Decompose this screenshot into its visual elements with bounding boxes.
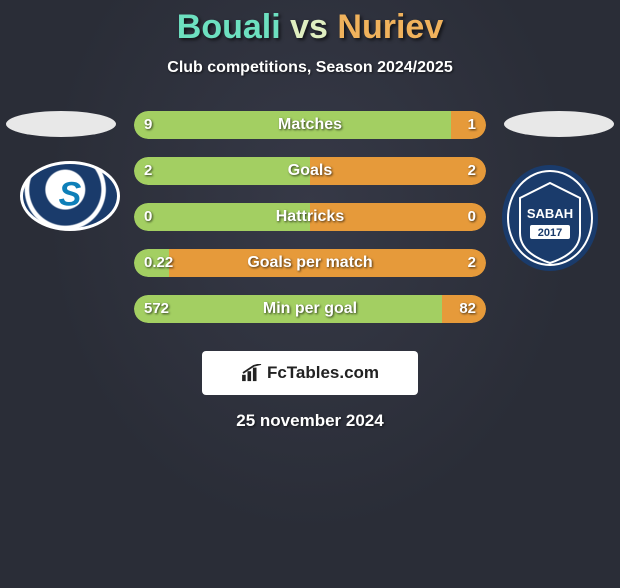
stat-row: Min per goal572 82 bbox=[134, 295, 486, 323]
stat-row: Goals per match0.22 2 bbox=[134, 249, 486, 277]
stat-row: Goals2 2 bbox=[134, 157, 486, 185]
svg-text:SABAH: SABAH bbox=[527, 206, 573, 221]
stat-label: Goals per match bbox=[134, 249, 486, 277]
comparison-chart: SABAH 2017 Matches91Goals22Hattricks00Go… bbox=[0, 111, 620, 341]
stat-row: Hattricks0 0 bbox=[134, 203, 486, 231]
player1-name: Bouali bbox=[177, 8, 281, 46]
stat-label: Goals bbox=[134, 157, 486, 185]
branding-text: FcTables.com bbox=[267, 363, 379, 383]
date-label: 25 november 2024 bbox=[0, 411, 620, 431]
stat-left-value: 0.22 bbox=[144, 249, 173, 277]
stat-right-value: 2 bbox=[468, 157, 476, 185]
stat-label: Hattricks bbox=[134, 203, 486, 231]
stat-right-value: 1 bbox=[468, 111, 476, 139]
stat-left-value: 0 bbox=[144, 203, 152, 231]
stat-label: Min per goal bbox=[134, 295, 486, 323]
branding-box: FcTables.com bbox=[202, 351, 418, 395]
stat-left-value: 2 bbox=[144, 157, 152, 185]
team1-crest bbox=[20, 161, 120, 231]
comparison-title: Bouali vs Nuriev bbox=[0, 8, 620, 47]
stat-label: Matches bbox=[134, 111, 486, 139]
player1-spotlight bbox=[6, 111, 116, 137]
stat-left-value: 9 bbox=[144, 111, 152, 139]
stat-right-value: 0 bbox=[468, 203, 476, 231]
player2-spotlight bbox=[504, 111, 614, 137]
vs-label: vs bbox=[290, 8, 328, 46]
subtitle: Club competitions, Season 2024/2025 bbox=[0, 59, 620, 77]
stat-right-value: 2 bbox=[468, 249, 476, 277]
player2-name: Nuriev bbox=[337, 8, 443, 46]
stat-left-value: 572 bbox=[144, 295, 169, 323]
stat-right-value: 82 bbox=[459, 295, 476, 323]
svg-text:2017: 2017 bbox=[538, 227, 562, 239]
team2-crest: SABAH 2017 bbox=[500, 163, 600, 273]
chart-icon bbox=[241, 364, 263, 382]
stat-bars: Matches91Goals22Hattricks00Goals per mat… bbox=[134, 111, 486, 341]
stat-row: Matches9 1 bbox=[134, 111, 486, 139]
